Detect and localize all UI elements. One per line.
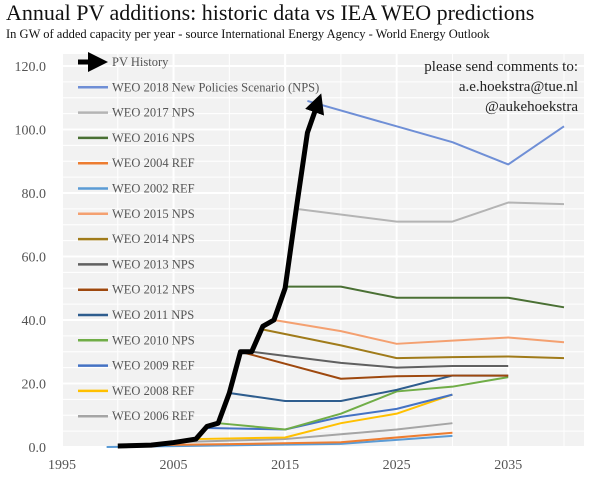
series-line-weo-2016-nps	[285, 285, 565, 309]
y-tick-label: 40.0	[22, 314, 47, 329]
chart-subtitle: In GW of added capacity per year - sourc…	[6, 27, 490, 41]
legend-label: WEO 2013 NPS	[112, 257, 195, 271]
annotation-text: @aukehoekstra	[485, 99, 578, 115]
x-tick-label: 1995	[48, 458, 76, 473]
y-tick-label: 100.0	[15, 124, 47, 139]
legend-label: WEO 2002 REF	[112, 182, 195, 196]
y-tick-label: 0.0	[29, 441, 47, 456]
x-tick-label: 2035	[494, 458, 522, 473]
legend-label: WEO 2006 REF	[112, 409, 195, 423]
legend-label: WEO 2010 NPS	[112, 333, 195, 347]
legend-label: WEO 2008 REF	[112, 384, 195, 398]
legend-label: WEO 2012 NPS	[112, 283, 195, 297]
legend-label: WEO 2009 REF	[112, 359, 195, 373]
x-tick-label: 2005	[160, 458, 188, 473]
legend-label: WEO 2004 REF	[112, 156, 195, 170]
y-tick-label: 60.0	[22, 251, 47, 266]
legend-label: WEO 2015 NPS	[112, 207, 195, 221]
x-tick-label: 2015	[271, 458, 299, 473]
annotation-text: please send comments to:	[424, 59, 578, 75]
annotation-text: a.e.hoekstra@tue.nl	[459, 79, 578, 95]
legend-label: WEO 2016 NPS	[112, 131, 195, 145]
series-line-weo-2004-ref	[151, 431, 453, 447]
legend-label: WEO 2017 NPS	[112, 106, 195, 120]
series-line-weo-2002-ref	[106, 434, 453, 448]
y-tick-label: 80.0	[22, 187, 47, 202]
legend-label: PV History	[112, 55, 169, 69]
chart-title: Annual PV additions: historic data vs IE…	[6, 0, 535, 25]
series-line-weo-2010-nps	[218, 376, 509, 431]
y-tick-label: 120.0	[15, 60, 47, 75]
x-tick-label: 2025	[383, 458, 411, 473]
legend-label: WEO 2011 NPS	[112, 308, 194, 322]
series-line-weo-2015-nps	[273, 319, 565, 345]
legend-label: WEO 2014 NPS	[112, 232, 195, 246]
legend-label: WEO 2018 New Policies Scenario (NPS)	[112, 80, 319, 94]
y-tick-label: 20.0	[22, 378, 47, 393]
plot-area	[62, 54, 584, 447]
series-line-weo-2014-nps	[262, 328, 565, 360]
